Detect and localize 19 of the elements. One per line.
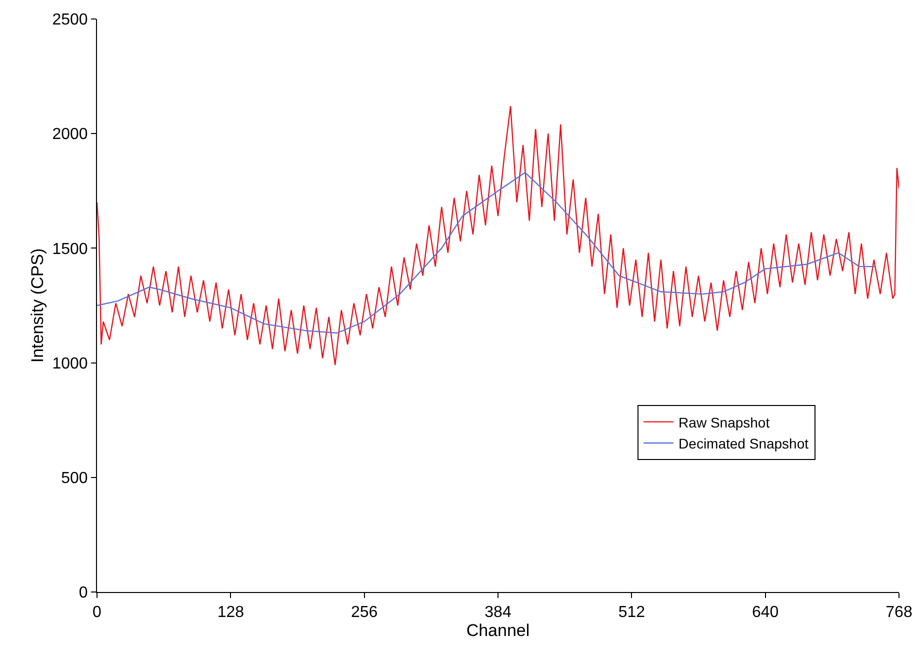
legend-label: Raw Snapshot (678, 414, 770, 430)
x-tick-label: 128 (217, 604, 244, 622)
x-tick-label: 512 (618, 604, 646, 622)
x-tick-label: 0 (92, 604, 102, 622)
x-tick-label: 256 (350, 604, 378, 622)
line-series (97, 172, 876, 334)
x-tick-label: 640 (752, 604, 779, 622)
y-tick-label: 500 (61, 470, 88, 487)
y-tick-label: 1000 (52, 355, 88, 372)
x-axis-title: Channel (466, 621, 530, 640)
y-axis-title: Intensity (CPS) (28, 248, 47, 363)
x-tick-label: 384 (484, 604, 512, 622)
y-tick-label: 2000 (52, 126, 88, 144)
y-tick-label: 0 (78, 584, 88, 602)
x-tick-label: 768 (886, 604, 912, 622)
line-series (97, 106, 899, 366)
legend-label: Decimated Snapshot (678, 435, 809, 452)
y-tick-label: 2500 (52, 12, 88, 29)
y-tick-label: 1500 (52, 240, 88, 258)
